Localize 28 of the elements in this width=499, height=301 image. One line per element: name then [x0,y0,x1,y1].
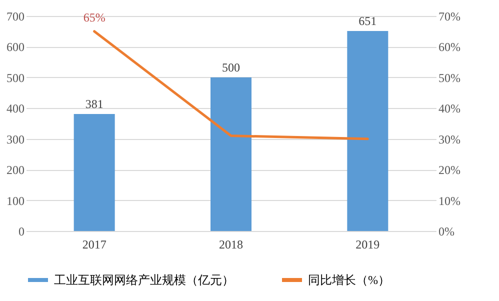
x-tick-label: 2018 [219,238,243,252]
data-label: 651 [358,14,377,28]
y-tick-label: 600 [6,40,24,54]
y-tick-label: 100 [6,194,24,208]
x-tick-label: 2017 [82,238,106,252]
y2-tick-label: 70% [438,10,460,24]
y2-tick-label: 40% [438,102,460,116]
bar [347,31,388,231]
y2-tick-label: 60% [438,40,460,54]
y2-tick-label: 20% [438,163,460,178]
y-tick-label: 500 [6,70,24,85]
y2-tick-label: 0% [438,224,454,238]
bar [74,114,115,231]
data-label: 381 [85,96,104,111]
data-label: 65% [83,10,106,24]
y2-tick-label: 10% [438,194,460,208]
y-tick-label: 200 [6,163,24,178]
y-tick-label: 700 [6,10,24,24]
data-label: 500 [222,60,240,74]
y-tick-label: 400 [6,102,24,116]
legend-label: 同比增长（%） [308,273,390,287]
y2-tick-label: 50% [438,70,460,85]
y-tick-label: 300 [6,132,24,146]
y-tick-label: 0 [18,224,24,238]
x-tick-label: 2019 [356,238,380,252]
bar [210,77,252,231]
y2-tick-label: 30% [438,132,460,146]
legend-label: 工业互联网网络产业规模（亿元） [54,273,234,287]
